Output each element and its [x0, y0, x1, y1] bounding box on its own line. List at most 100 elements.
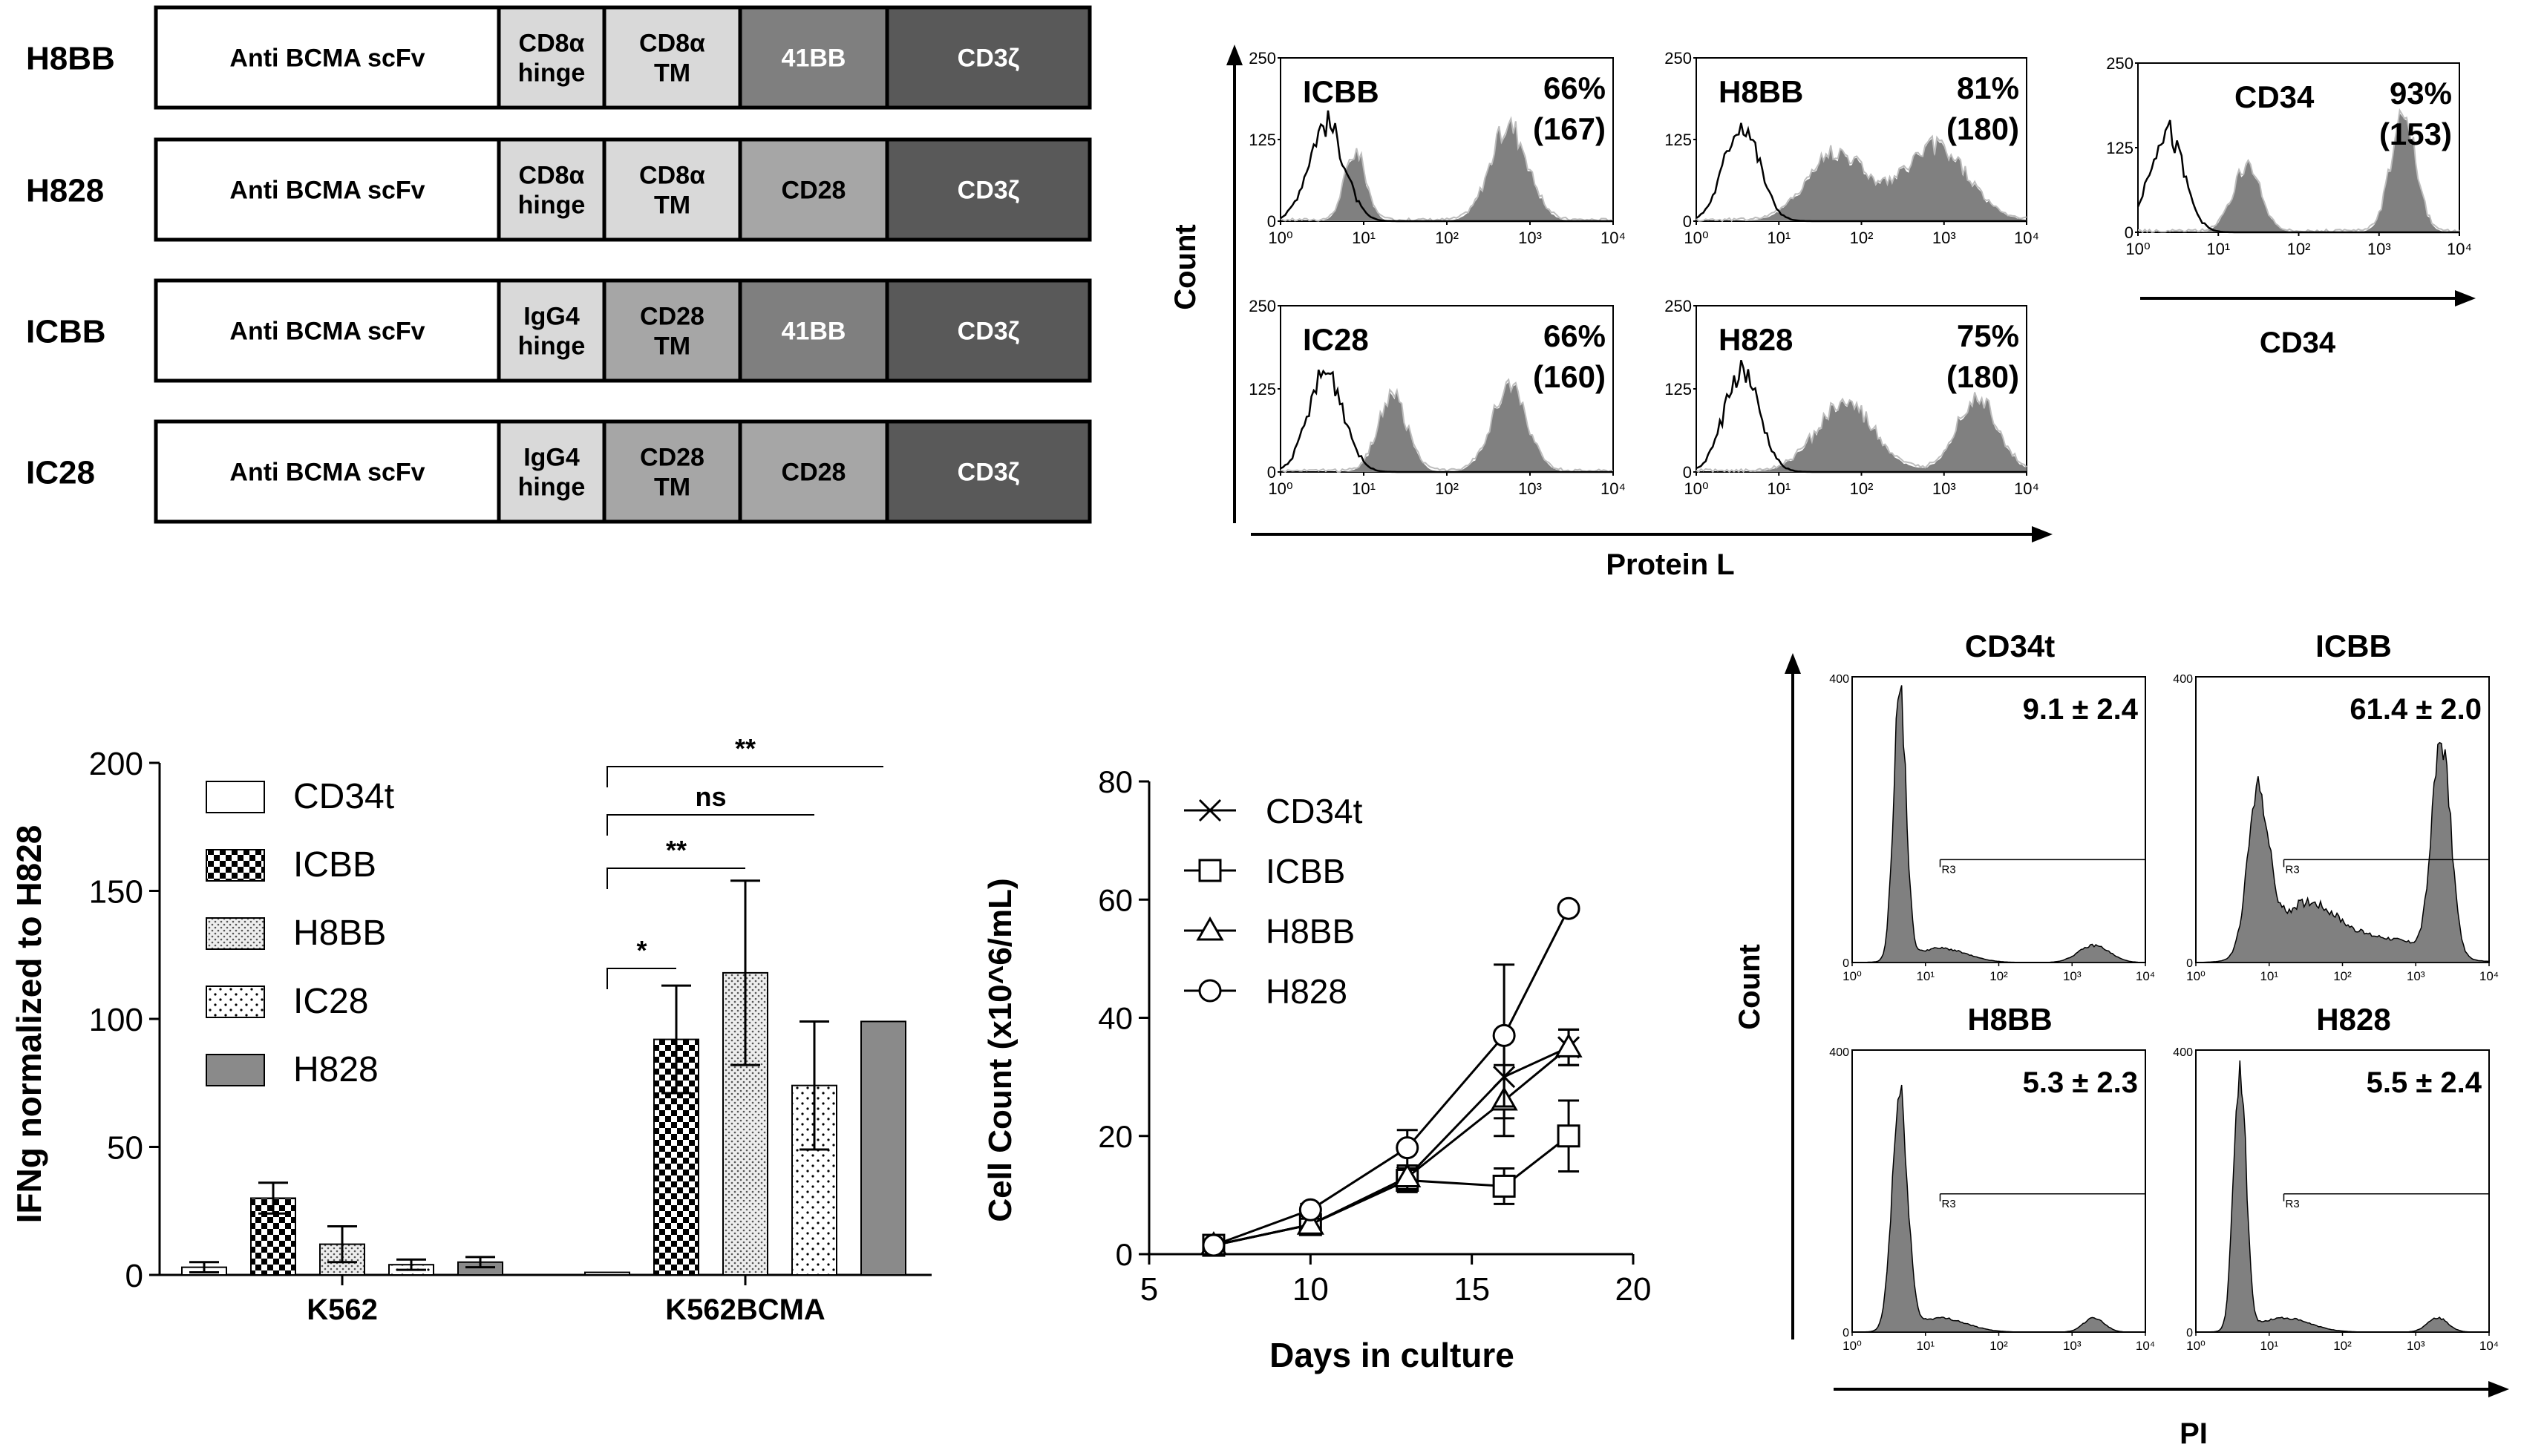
cd34-arrowhead — [2455, 290, 2476, 306]
flow-panel-name-h8bb: H8BB — [1719, 74, 1803, 109]
flow-xtick-icbb-4: 10⁴ — [1600, 229, 1626, 247]
pi-xtick-h8bb-0: 10⁰ — [1842, 1339, 1862, 1353]
line-ytick-label-0: 0 — [1116, 1237, 1133, 1272]
pi-ytick-bottom-h8bb: 0 — [1842, 1327, 1849, 1339]
flow-xtick-h828-4: 10⁴ — [2014, 479, 2039, 498]
construct-segment-label-h8bb-2: CD8α TM — [639, 30, 705, 88]
line-point-h828-0 — [1202, 1233, 1226, 1257]
bar-legend-swatch-h8bb — [206, 917, 265, 950]
line-x-axis-label: Days in culture — [1269, 1336, 1514, 1374]
significance-label-0: * — [636, 935, 647, 965]
pi-xtick-h8bb-4: 10⁴ — [2136, 1339, 2155, 1353]
pi-gate-label-h8bb: R3 — [1942, 1198, 1956, 1210]
flow-xtick-cd34-4: 10⁴ — [2447, 240, 2472, 258]
protein-l-axis-label: Protein L — [1606, 548, 1734, 581]
construct-segment-label-h828-1: CD8α hinge — [518, 162, 586, 220]
pi-xtick-h828-4: 10⁴ — [2479, 1339, 2499, 1353]
flow-panel-mfi-cd34: (153) — [2379, 117, 2452, 151]
pi-xtick-h828-2: 10² — [2333, 1339, 2352, 1353]
construct-diagrams: H8BB Anti BCMA scFv CD8α hinge CD8α TM 41BB CD3… — [26, 5, 1092, 524]
pi-xtick-h8bb-3: 10³ — [2063, 1339, 2082, 1353]
bar-k562bcma-h828 — [860, 1020, 906, 1276]
bar-legend-label-h8bb: H8BB — [293, 914, 386, 953]
line-point-h828-3 — [1492, 1023, 1516, 1047]
flow-ytick-h8bb-1: 125 — [1664, 131, 1692, 149]
pi-panel-name-h828: H828 — [2316, 1002, 2390, 1037]
pi-histogram-cd34t — [1851, 685, 2146, 963]
pi-xtick-cd34t-0: 10⁰ — [1842, 969, 1862, 983]
construct-segment-h828-4 — [885, 137, 1092, 242]
construct-segment-label-h828-2: CD8α TM — [639, 162, 705, 220]
flow-xtick-h8bb-0: 10⁰ — [1684, 229, 1708, 247]
flow-count-arrowhead — [1226, 45, 1243, 65]
flow-outline-histogram-cd34 — [2137, 108, 2460, 234]
flow-xtick-icbb-1: 10¹ — [1352, 229, 1376, 247]
construct-segment-label-ic28-4: CD3ζ — [958, 459, 1020, 487]
line-y-axis-label: Cell Count (x10^6/mL) — [982, 878, 1018, 1221]
line-point-icbb-4 — [1557, 1124, 1580, 1148]
pi-gate-cd34t — [1939, 859, 2145, 868]
construct-segment-label-ic28-0: Anti BCMA scFv — [229, 459, 425, 487]
flow-xtick-ic28-1: 10¹ — [1352, 479, 1376, 498]
pi-arrowhead — [2488, 1381, 2509, 1397]
flow-count-axis-label: Count — [1169, 224, 1202, 310]
line-legend-label-h828: H828 — [1266, 972, 1347, 1011]
bar-legend-label-cd34t: CD34t — [293, 777, 394, 816]
pi-xtick-cd34t-3: 10³ — [2063, 969, 2082, 983]
significance-label-3: ** — [735, 733, 756, 764]
bar-legend-swatch-h828 — [206, 1054, 265, 1086]
construct-segment-h828-1 — [497, 137, 606, 242]
construct-segment-label-ic28-1: IgG4 hinge — [518, 444, 586, 502]
construct-segment-icbb-2 — [602, 278, 742, 383]
pi-ytick-bottom-icbb: 0 — [2186, 957, 2193, 970]
line-ytick-label-3: 60 — [1098, 882, 1133, 917]
flow-xtick-icbb-0: 10⁰ — [1268, 229, 1292, 247]
significance-label-1: ** — [666, 835, 687, 865]
line-point-h828-1 — [1298, 1198, 1322, 1221]
line-ytick-label-2: 40 — [1098, 1001, 1133, 1036]
bar-k562bcma-cd34t — [584, 1271, 630, 1276]
flow-panel-percent-h828: 75% — [1957, 318, 2019, 353]
construct-segment-h8bb-1 — [497, 5, 606, 110]
pi-count-axis-label: Count — [1733, 944, 1766, 1030]
bar-legend-label-icbb: ICBB — [293, 845, 376, 885]
construct-segment-label-h8bb-0: Anti BCMA scFv — [229, 45, 425, 73]
construct-segment-ic28-2 — [602, 419, 742, 524]
construct-name-h8bb: H8BB — [26, 41, 115, 77]
flow-ytick-ic28-0: 250 — [1249, 297, 1276, 315]
bar-ytick-label-3: 150 — [89, 874, 143, 911]
flow-xtick-ic28-2: 10² — [1435, 479, 1459, 498]
pi-xtick-icbb-2: 10² — [2333, 969, 2352, 983]
pi-count-arrowhead — [1785, 653, 1801, 674]
pi-xtick-icbb-4: 10⁴ — [2479, 969, 2499, 983]
line-ytick-label-4: 80 — [1098, 764, 1133, 799]
pi-xtick-h8bb-1: 10¹ — [1916, 1339, 1935, 1353]
pi-xtick-h8bb-2: 10² — [1989, 1339, 2008, 1353]
pi-ytick-top-h8bb: 400 — [1829, 1046, 1849, 1059]
flow-xtick-h828-2: 10² — [1850, 479, 1874, 498]
construct-segment-h8bb-2 — [602, 5, 742, 110]
flow-panel-percent-ic28: 66% — [1543, 318, 1606, 353]
pi-panel-name-icbb: ICBB — [2315, 629, 2392, 663]
flow-ytick-cd34-1: 125 — [2106, 139, 2133, 157]
flow-xtick-h828-0: 10⁰ — [1684, 479, 1708, 498]
flow-xtick-h8bb-1: 10¹ — [1767, 229, 1791, 247]
flow-xtick-cd34-0: 10⁰ — [2125, 240, 2150, 258]
pi-xtick-h828-0: 10⁰ — [2186, 1339, 2206, 1353]
line-legend-marker-cd34t — [1198, 798, 1222, 822]
bar-category-label-k562bcma: K562BCMA — [665, 1293, 825, 1326]
construct-segment-label-ic28-3: CD28 — [782, 459, 846, 487]
pi-histogram-icbb — [2195, 741, 2490, 963]
line-series-h8bb — [1213, 1046, 1570, 1247]
pi-xtick-cd34t-4: 10⁴ — [2136, 969, 2155, 983]
bar-legend-swatch-ic28 — [206, 986, 265, 1018]
flow-panel-name-icbb: ICBB — [1303, 74, 1379, 109]
construct-segment-label-h828-3: CD28 — [782, 177, 846, 205]
pi-gate-icbb — [2283, 859, 2489, 868]
flow-ytick-cd34-0: 250 — [2106, 54, 2133, 73]
bar-ytick-label-1: 50 — [107, 1130, 143, 1167]
line-point-h8bb-2 — [1393, 1163, 1422, 1187]
flow-ytick-h828-2: 0 — [1683, 463, 1692, 482]
